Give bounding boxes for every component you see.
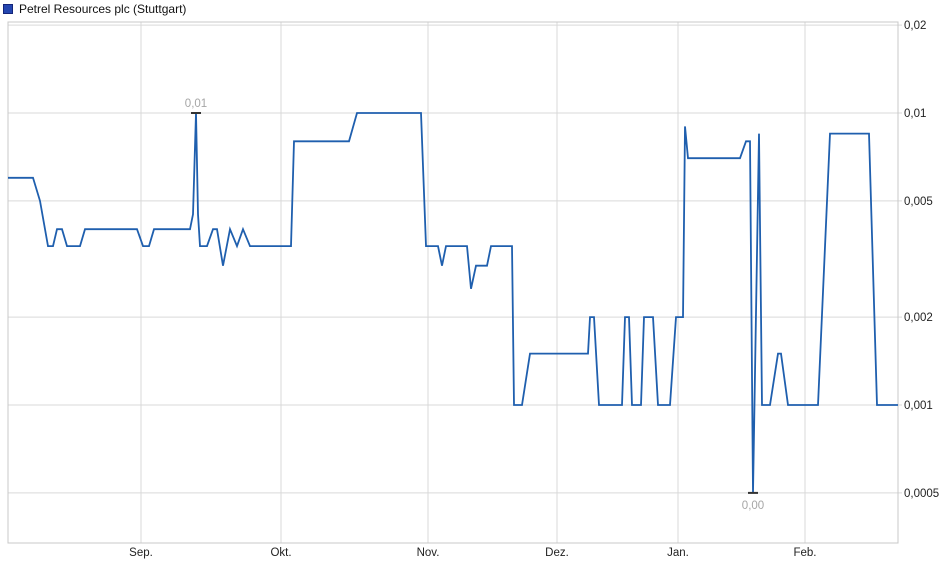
y-axis-tick-label: 0,005 [904, 196, 933, 208]
x-axis-tick-label: Okt. [270, 547, 291, 559]
x-axis-tick-label: Feb. [793, 547, 816, 559]
extreme-label: 0,01 [185, 98, 207, 110]
x-axis-tick-label: Sep. [129, 547, 153, 559]
plot-border [7, 21, 899, 544]
x-axis-tick-label: Nov. [417, 547, 440, 559]
y-axis-tick-label: 0,002 [904, 312, 933, 324]
plot-border-rect [7, 21, 899, 544]
x-axis-labels: Sep. Okt. Nov. Dez. Jan. Feb. [129, 547, 816, 559]
price-line [8, 112, 898, 493]
x-axis-tick-label: Dez. [545, 547, 569, 559]
y-axis-labels: 0,02 0,01 0,005 0,002 0,001 0,0005 [904, 20, 939, 500]
grid-lines [8, 22, 902, 543]
series-color-swatch [3, 4, 13, 14]
chart-title: Petrel Resources plc (Stuttgart) [19, 2, 187, 16]
y-axis-tick-label: 0,001 [904, 400, 933, 412]
x-axis-tick-label: Jan. [667, 547, 689, 559]
y-axis-tick-label: 0,02 [904, 20, 926, 32]
minmax-annotations: 0,01 0,00 [185, 98, 764, 512]
y-axis-tick-label: 0,0005 [904, 488, 939, 500]
y-axis-tick-label: 0,01 [904, 108, 926, 120]
extreme-label: 0,00 [742, 500, 764, 512]
price-polyline [8, 112, 898, 493]
chart-header: Petrel Resources plc (Stuttgart) [3, 2, 186, 16]
